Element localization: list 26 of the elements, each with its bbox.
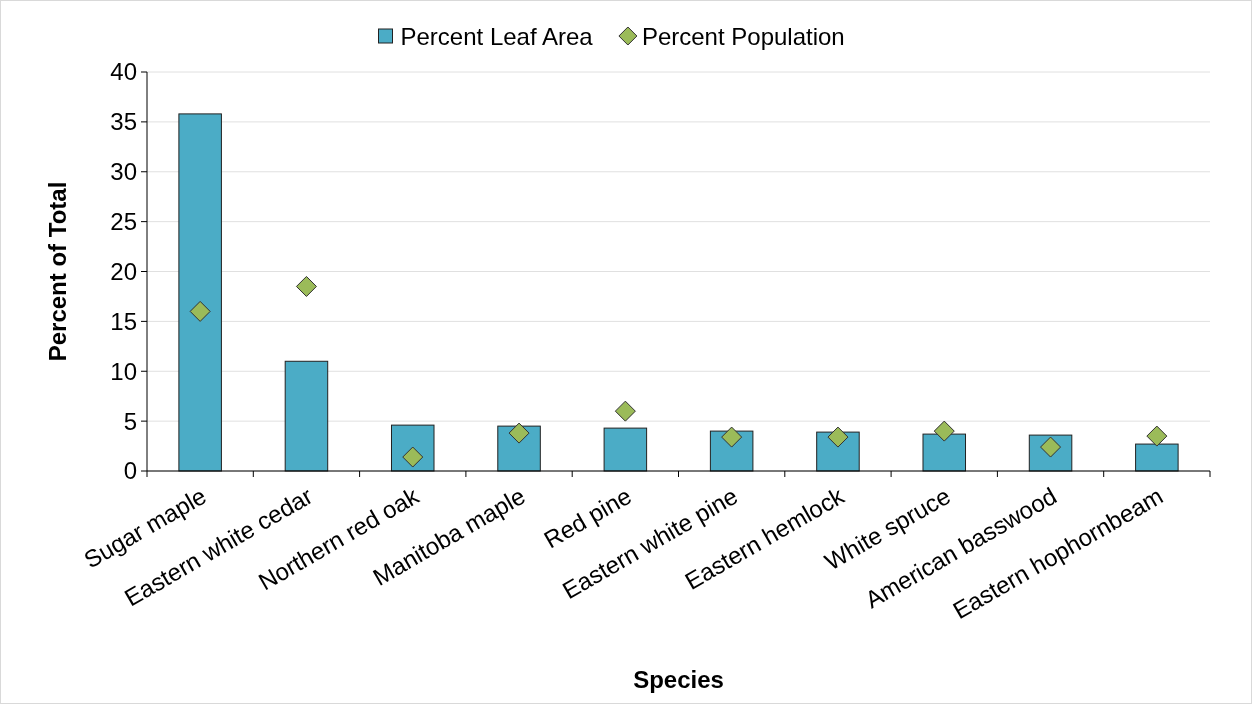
y-tick-label: 20 [110,257,137,285]
point [933,420,955,442]
bar [284,360,329,472]
y-tick-label: 15 [110,307,137,335]
point [721,426,743,448]
bar [178,113,222,472]
point [508,422,530,444]
point [1146,425,1168,447]
legend-label: Percent Leaf Area [400,23,594,51]
point [614,400,636,422]
bar [603,427,648,472]
legend-label: Percent Population [641,23,845,51]
y-tick-label: 0 [123,457,137,485]
point [189,300,211,322]
y-tick-label: 35 [110,108,137,136]
y-tick-label: 10 [110,357,137,385]
y-tick-label: 30 [110,158,137,186]
point [295,275,317,297]
y-tick-label: 25 [110,208,137,236]
bar [922,433,967,472]
point [827,426,849,448]
bar [1135,443,1179,472]
y-tick-label: 5 [123,407,137,435]
x-axis-title: Species [633,666,724,693]
y-axis-title: Percent of Total [44,181,71,362]
y-tick-label: 40 [110,58,137,86]
